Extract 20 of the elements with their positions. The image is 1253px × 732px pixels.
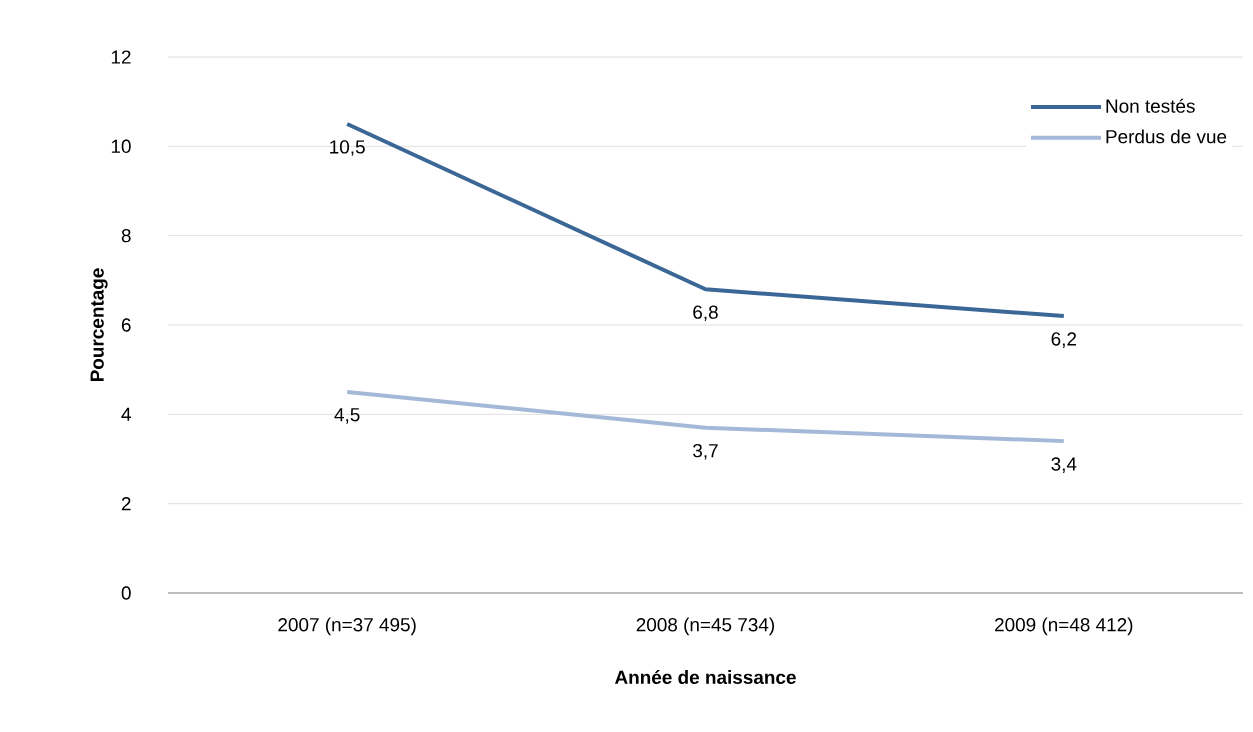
data-label: 6,2 [1051,332,1077,348]
y-tick-label: 0 [121,586,131,600]
x-tick-label: 2007 (n=37 495) [278,617,416,636]
legend-label: Perdus de vue [1106,129,1227,144]
x-axis-title: Année de naissance [614,669,796,685]
y-tick-label: 4 [121,407,131,421]
legend-label: Non testés [1106,98,1195,113]
data-label: 3,7 [693,443,718,460]
data-label: 3,4 [1051,457,1077,473]
y-tick-label: 2 [121,497,131,511]
y-axis-title: Pourcentage [90,268,108,382]
y-tick-label: 10 [111,139,131,154]
data-label: 4,5 [334,408,360,424]
y-tick-label: 8 [121,228,131,243]
data-label: 10,5 [330,140,365,156]
y-tick-label: 12 [111,50,131,64]
x-tick-label: 2008 (n=45 734) [636,617,774,636]
x-tick-label: 2009 (n=48 412) [995,617,1133,636]
data-label: 6,8 [693,305,718,322]
y-tick-label: 6 [121,318,131,332]
